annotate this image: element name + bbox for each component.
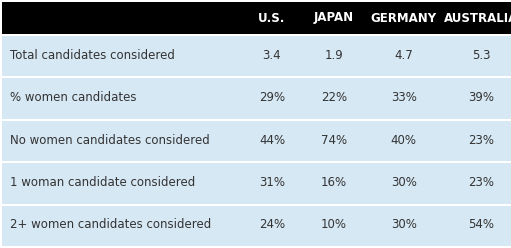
Text: 74%: 74% [321, 133, 347, 147]
Bar [301, 161, 367, 204]
Text: U.S.: U.S. [258, 11, 286, 25]
Text: JAPAN: JAPAN [314, 11, 354, 25]
Text: 4.7: 4.7 [394, 49, 413, 62]
Text: 24%: 24% [259, 218, 285, 231]
Text: 10%: 10% [321, 218, 347, 231]
Bar [2, 161, 243, 163]
Bar [367, 76, 440, 119]
Bar [301, 76, 367, 78]
Bar [243, 161, 301, 163]
Bar [301, 34, 367, 76]
Bar [301, 119, 367, 121]
Bar [367, 119, 440, 121]
Text: 1.9: 1.9 [324, 49, 343, 62]
Bar [243, 34, 301, 36]
Text: 29%: 29% [259, 91, 285, 104]
Bar [243, 76, 301, 78]
Bar [440, 34, 511, 36]
Bar [2, 204, 243, 246]
Text: 2+ women candidates considered: 2+ women candidates considered [10, 218, 211, 231]
Bar [440, 204, 511, 246]
Bar [367, 76, 440, 78]
Bar [243, 2, 301, 34]
Text: 30%: 30% [391, 176, 417, 189]
Bar [440, 76, 511, 119]
Bar [367, 2, 440, 34]
Bar [367, 161, 440, 163]
Bar [243, 119, 301, 121]
Bar [2, 161, 243, 204]
Bar [440, 161, 511, 204]
Bar [2, 76, 243, 119]
Bar [243, 204, 301, 206]
Text: 23%: 23% [468, 176, 494, 189]
Bar [243, 204, 301, 246]
Bar [367, 161, 440, 204]
Text: AUSTRALIA: AUSTRALIA [444, 11, 511, 25]
Text: 40%: 40% [391, 133, 417, 147]
Text: 30%: 30% [391, 218, 417, 231]
Bar [367, 204, 440, 246]
Bar [440, 76, 511, 78]
Bar [2, 34, 243, 76]
Text: 3.4: 3.4 [263, 49, 281, 62]
Bar [2, 2, 243, 34]
Text: 1 woman candidate considered: 1 woman candidate considered [10, 176, 195, 189]
Text: 39%: 39% [468, 91, 494, 104]
Text: 31%: 31% [259, 176, 285, 189]
Text: GERMANY: GERMANY [371, 11, 437, 25]
Text: 23%: 23% [468, 133, 494, 147]
Text: Total candidates considered: Total candidates considered [10, 49, 175, 62]
Text: 33%: 33% [391, 91, 417, 104]
Bar [440, 119, 511, 161]
Bar [301, 161, 367, 163]
Bar [2, 204, 243, 206]
Bar [367, 119, 440, 161]
Bar [440, 161, 511, 163]
Bar [243, 119, 301, 161]
Text: No women candidates considered: No women candidates considered [10, 133, 210, 147]
Bar [243, 161, 301, 204]
Bar [440, 34, 511, 76]
Bar [367, 34, 440, 76]
Bar [367, 34, 440, 36]
Text: 22%: 22% [321, 91, 347, 104]
Bar [2, 119, 243, 161]
Bar [301, 204, 367, 246]
Bar [243, 34, 301, 76]
Bar [301, 76, 367, 119]
Bar [301, 34, 367, 36]
Bar [301, 204, 367, 206]
Bar [301, 119, 367, 161]
Bar [301, 2, 367, 34]
Bar [243, 76, 301, 119]
Bar [440, 204, 511, 206]
Bar [440, 119, 511, 121]
Text: % women candidates: % women candidates [10, 91, 136, 104]
Bar [2, 76, 243, 78]
Bar [2, 119, 243, 121]
Text: 54%: 54% [468, 218, 494, 231]
Text: 44%: 44% [259, 133, 285, 147]
Text: 16%: 16% [321, 176, 347, 189]
Bar [367, 204, 440, 206]
Bar [440, 2, 511, 34]
Bar [2, 34, 243, 36]
Text: 5.3: 5.3 [472, 49, 491, 62]
